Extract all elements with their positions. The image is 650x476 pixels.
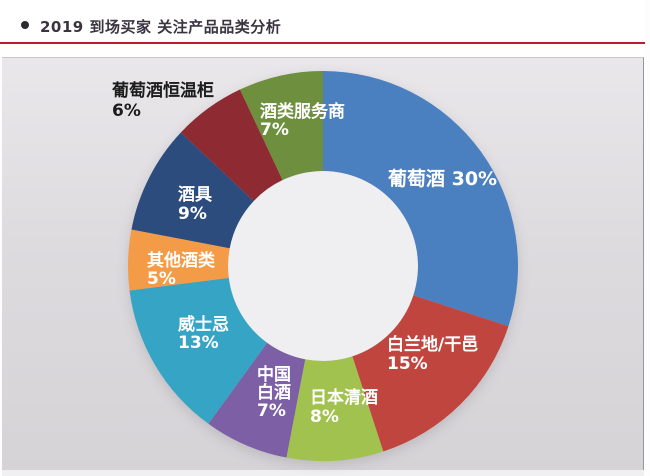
- title-underline-gap: [0, 44, 645, 57]
- donut-slice: [129, 277, 268, 424]
- slice-label-outside: 葡萄酒恒温柜 6%: [111, 80, 214, 121]
- donut-slice: [352, 295, 509, 452]
- slice-label: 白兰地/干邑 15%: [387, 334, 478, 374]
- donut-slice: [239, 71, 323, 181]
- donut-slice: [286, 356, 384, 462]
- donut-slice: [131, 132, 254, 249]
- bottom-strip: [2, 470, 644, 476]
- page-title: 2019 到场买家 关注产品品类分析: [40, 18, 282, 36]
- slice-label: 酒类服务商 7%: [260, 101, 345, 140]
- donut-slices: [127, 71, 519, 462]
- bullet-icon: [21, 21, 29, 29]
- donut-slice: [127, 229, 230, 291]
- slice-label: 日本清酒 8%: [310, 387, 378, 427]
- donut-slice: [208, 342, 306, 458]
- donut-slice: [180, 89, 283, 201]
- slice-labels: 葡萄酒 30% 白兰地/干邑 15%日本清酒 8% 中国白酒 7% 威士忌 13% 其他酒类 5%…: [111, 80, 497, 427]
- slice-label: 中国白酒 7%: [257, 364, 291, 421]
- title-bar: 2019 到场买家 关注产品品类分析: [0, 0, 645, 44]
- slice-label: 威士忌 13%: [178, 314, 229, 353]
- donut-hole: [228, 171, 418, 361]
- donut-slice: [323, 71, 519, 327]
- slice-label: 葡萄酒 30%: [388, 167, 497, 190]
- slice-label: 其他酒类 5%: [147, 250, 216, 289]
- slice-label: 酒具 9%: [178, 184, 212, 224]
